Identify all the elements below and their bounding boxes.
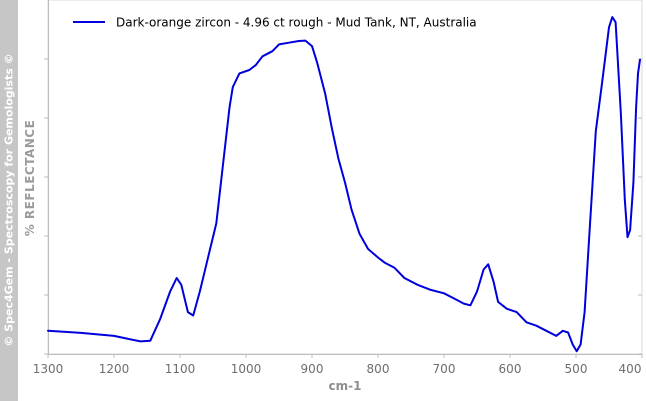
legend-label: Dark-orange zircon - 4.96 ct rough - Mud…	[116, 16, 477, 30]
legend: Dark-orange zircon - 4.96 ct rough - Mud…	[73, 16, 477, 30]
x-tick-label: 600	[499, 362, 522, 376]
x-tick-label: 700	[433, 362, 456, 376]
x-tick-label: 500	[565, 362, 588, 376]
x-axis-label: cm-1	[329, 379, 362, 393]
x-ticks: 1300 1200 1100 1000 900 800 700 600 500 400	[33, 354, 643, 376]
x-tick-label: 1200	[99, 362, 130, 376]
x-tick-label: 1300	[33, 362, 64, 376]
plot-frame	[47, 0, 643, 355]
x-tick-label: 1100	[165, 362, 196, 376]
x-tick-label: 900	[301, 362, 324, 376]
x-tick-label: 1000	[231, 362, 262, 376]
x-tick-label: 400	[619, 362, 642, 376]
series-line	[47, 16, 641, 353]
watermark-band: © Spec4Gem - Spectroscopy for Gemologist…	[0, 0, 18, 401]
x-tick-label: 800	[367, 362, 390, 376]
y-ticks	[44, 58, 642, 355]
